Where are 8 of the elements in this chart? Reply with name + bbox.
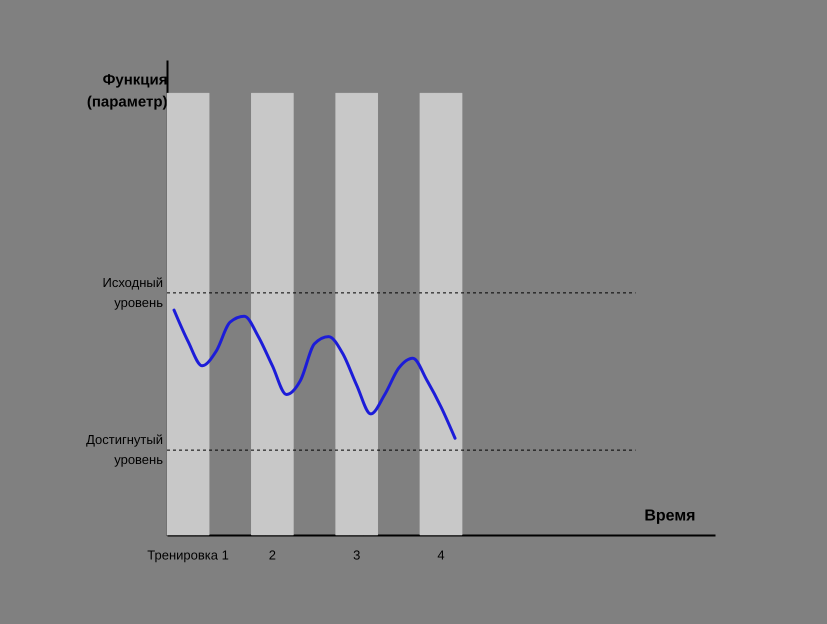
x-tick-label: 3 xyxy=(353,548,360,562)
x-tick-label: 4 xyxy=(437,548,445,562)
ref-line-label: Исходный уровень xyxy=(102,274,164,310)
x-tick-label: 2 xyxy=(268,548,276,562)
ref-line-label: Достигнутый уровень xyxy=(86,432,164,468)
x-tick-label: Тренировка 1 xyxy=(147,548,229,562)
y-axis-title: Функция (параметр) xyxy=(86,72,168,110)
x-axis-title: Время xyxy=(644,508,696,524)
